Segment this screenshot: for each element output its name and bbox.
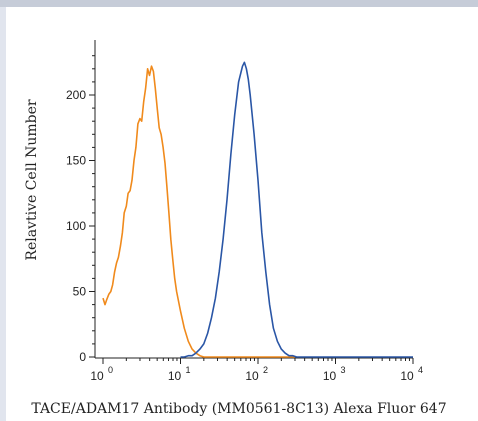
y-tick-label: 0 [79,350,86,364]
x-tick-label-base: 10 [400,369,414,383]
x-tick-label-exponent: 4 [418,365,423,375]
histogram-series-2 [180,61,413,358]
histogram-series-1 [102,65,295,358]
series-layer [102,61,413,358]
x-tick-label-exponent: 0 [108,365,113,375]
y-tick-label: 150 [66,154,86,168]
x-tick-label-exponent: 3 [341,365,346,375]
y-tick-label: 100 [66,219,86,233]
left-border [0,7,6,421]
y-tick-label: 200 [66,88,86,102]
y-axis-label: Relavtive Cell Number [24,99,40,260]
x-tick-label-base: 10 [90,369,104,383]
x-tick-label-base: 10 [168,369,182,383]
y-axis-label-group: Relavtive Cell Number [24,99,40,260]
x-axis-label: TACE/ADAM17 Antibody (MM0561-8C13) Alexa… [31,401,447,417]
x-tick-label-exponent: 1 [186,365,191,375]
x-tick-label-base: 10 [245,369,259,383]
top-border [0,0,478,7]
x-tick-label-exponent: 2 [263,365,268,375]
y-tick-label: 50 [73,285,87,299]
x-tick-label-base: 10 [323,369,337,383]
